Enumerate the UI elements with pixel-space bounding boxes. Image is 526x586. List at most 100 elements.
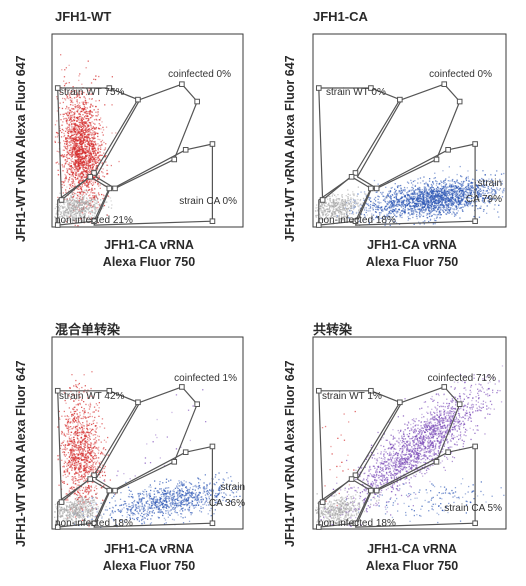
scatter-point bbox=[62, 192, 64, 194]
scatter-point bbox=[385, 222, 387, 224]
scatter-point bbox=[67, 181, 69, 183]
scatter-point bbox=[435, 202, 438, 204]
scatter-point bbox=[350, 207, 352, 210]
scatter-point bbox=[71, 115, 74, 117]
scatter-point bbox=[71, 218, 73, 220]
scatter-point bbox=[406, 198, 408, 200]
scatter-point bbox=[94, 154, 96, 156]
scatter-point bbox=[425, 204, 427, 206]
scatter-point bbox=[415, 203, 417, 205]
scatter-point bbox=[340, 206, 343, 208]
scatter-point bbox=[98, 175, 100, 177]
scatter-point bbox=[118, 160, 120, 163]
scatter-point bbox=[71, 155, 73, 157]
scatter-point bbox=[64, 130, 67, 132]
scatter-point bbox=[69, 149, 71, 151]
scatter-point bbox=[76, 200, 78, 202]
scatter-point bbox=[356, 195, 358, 197]
scatter-point bbox=[76, 152, 79, 154]
scatter-point bbox=[91, 167, 94, 170]
scatter-point bbox=[471, 193, 473, 196]
scatter-point bbox=[65, 145, 67, 148]
scatter-point bbox=[350, 204, 352, 206]
scatter-point bbox=[88, 138, 91, 140]
scatter-point bbox=[78, 158, 80, 160]
scatter-point bbox=[489, 198, 491, 201]
scatter-point bbox=[94, 133, 96, 135]
scatter-point bbox=[423, 197, 425, 199]
scatter-point bbox=[77, 131, 79, 134]
scatter-point bbox=[398, 209, 400, 211]
scatter-point bbox=[68, 154, 71, 156]
scatter-point bbox=[85, 164, 87, 166]
scatter-point bbox=[333, 203, 335, 205]
scatter-point bbox=[446, 192, 449, 194]
scatter-point bbox=[453, 193, 455, 195]
scatter-point bbox=[344, 204, 346, 206]
scatter-point bbox=[82, 155, 84, 158]
scatter-point bbox=[70, 159, 72, 161]
scatter-point bbox=[328, 202, 330, 204]
scatter-point bbox=[74, 168, 76, 171]
scatter-point bbox=[81, 157, 83, 159]
scatter-point bbox=[481, 184, 484, 187]
scatter-point bbox=[57, 196, 59, 199]
scatter-point bbox=[87, 135, 89, 137]
scatter-point bbox=[84, 139, 86, 141]
scatter-point bbox=[440, 209, 442, 211]
scatter-point bbox=[353, 207, 355, 209]
scatter-point bbox=[369, 197, 371, 199]
scatter-point bbox=[83, 161, 85, 163]
scatter-point bbox=[417, 211, 419, 214]
scatter-point bbox=[83, 105, 86, 108]
scatter-point bbox=[413, 198, 415, 200]
scatter-point bbox=[77, 216, 79, 218]
scatter-point bbox=[78, 126, 80, 128]
scatter-point bbox=[452, 200, 454, 202]
scatter-point bbox=[433, 192, 435, 195]
scatter-point bbox=[498, 181, 501, 183]
scatter-point bbox=[369, 204, 372, 206]
scatter-point bbox=[81, 153, 83, 155]
scatter-point bbox=[76, 129, 78, 131]
scatter-point bbox=[67, 203, 69, 205]
scatter-point bbox=[84, 115, 86, 118]
scatter-point bbox=[82, 163, 85, 166]
scatter-point bbox=[75, 107, 77, 109]
scatter-point bbox=[468, 179, 470, 182]
scatter-point bbox=[92, 127, 95, 129]
scatter-point bbox=[432, 200, 435, 202]
scatter-point bbox=[396, 194, 398, 196]
scatter-point bbox=[81, 173, 83, 175]
scatter-point bbox=[443, 186, 445, 188]
scatter-point bbox=[353, 206, 356, 208]
scatter-point bbox=[326, 197, 328, 199]
scatter-point bbox=[83, 138, 86, 140]
scatter-point bbox=[462, 206, 464, 208]
scatter-point bbox=[94, 137, 96, 139]
scatter-point bbox=[89, 164, 91, 166]
scatter-point bbox=[429, 199, 431, 201]
scatter-point bbox=[483, 201, 485, 203]
scatter-point bbox=[71, 186, 73, 188]
scatter-point bbox=[92, 181, 94, 183]
scatter-point bbox=[482, 201, 484, 203]
scatter-point bbox=[447, 206, 449, 208]
scatter-point bbox=[95, 115, 97, 117]
scatter-point bbox=[77, 109, 79, 111]
scatter-point bbox=[65, 209, 67, 211]
scatter-point bbox=[95, 194, 98, 196]
scatter-point bbox=[400, 201, 402, 203]
scatter-point bbox=[389, 215, 391, 217]
scatter-point bbox=[79, 219, 81, 222]
scatter-point bbox=[98, 159, 100, 162]
scatter-point bbox=[397, 201, 399, 203]
scatter-point bbox=[484, 174, 486, 176]
scatter-point bbox=[353, 205, 355, 208]
scatter-point bbox=[101, 143, 103, 145]
scatter-point bbox=[403, 194, 406, 197]
scatter-point bbox=[81, 140, 83, 142]
scatter-point bbox=[427, 201, 430, 204]
scatter-point bbox=[413, 193, 415, 195]
scatter-point bbox=[66, 106, 68, 108]
